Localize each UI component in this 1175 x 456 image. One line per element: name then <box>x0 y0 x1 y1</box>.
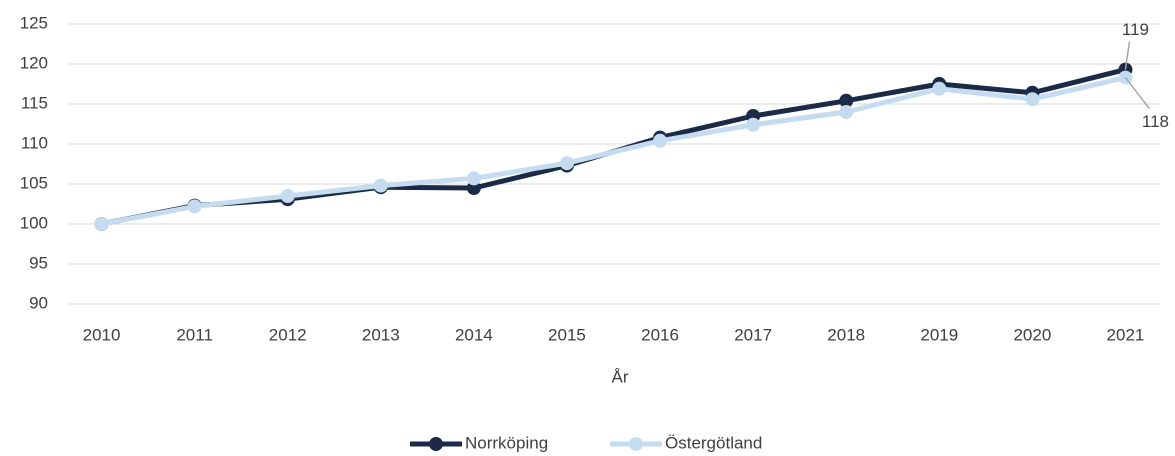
x-tick-label: 2020 <box>1013 325 1051 344</box>
data-point <box>653 133 668 148</box>
legend-label: Norrköping <box>465 433 548 452</box>
x-tick-label: 2019 <box>920 325 958 344</box>
data-point <box>94 217 109 231</box>
y-tick-label: 115 <box>21 93 48 112</box>
data-point <box>187 199 202 214</box>
data-point <box>466 171 481 186</box>
x-tick-label: 2016 <box>641 325 679 344</box>
data-label: 118 <box>1142 112 1169 131</box>
y-tick-label: 100 <box>20 213 48 232</box>
data-point <box>1025 92 1040 107</box>
data-point <box>746 117 761 132</box>
data-point <box>839 93 854 108</box>
x-tick-label: 2021 <box>1107 325 1145 344</box>
data-point <box>932 81 947 96</box>
x-tick-label: 2010 <box>83 325 121 344</box>
data-point <box>559 156 574 171</box>
x-tick-label: 2013 <box>362 325 400 344</box>
legend-label: Östergötland <box>665 433 762 452</box>
data-label: 119 <box>1122 20 1149 39</box>
y-tick-label: 125 <box>20 13 48 32</box>
y-tick-label: 105 <box>20 173 48 192</box>
leader-line <box>1124 41 1131 70</box>
x-tick-label: 2017 <box>734 325 772 344</box>
y-tick-label: 90 <box>29 293 48 312</box>
y-tick-label: 95 <box>29 253 48 272</box>
data-point <box>839 105 854 119</box>
leader-line <box>1124 77 1151 110</box>
data-point <box>280 189 295 203</box>
y-tick-label: 110 <box>21 133 48 152</box>
x-tick-label: 2011 <box>176 325 213 344</box>
x-tick-label: 2014 <box>455 325 493 344</box>
x-tick-label: 2012 <box>269 325 307 344</box>
y-tick-label: 120 <box>20 53 48 72</box>
legend-marker <box>429 437 443 451</box>
x-tick-label: 2015 <box>548 325 586 344</box>
data-point <box>466 181 481 195</box>
series-line <box>101 75 1127 227</box>
x-tick-label: 2018 <box>827 325 865 344</box>
x-axis-title: År <box>612 367 629 386</box>
data-point <box>373 178 388 193</box>
legend-marker <box>629 437 643 451</box>
